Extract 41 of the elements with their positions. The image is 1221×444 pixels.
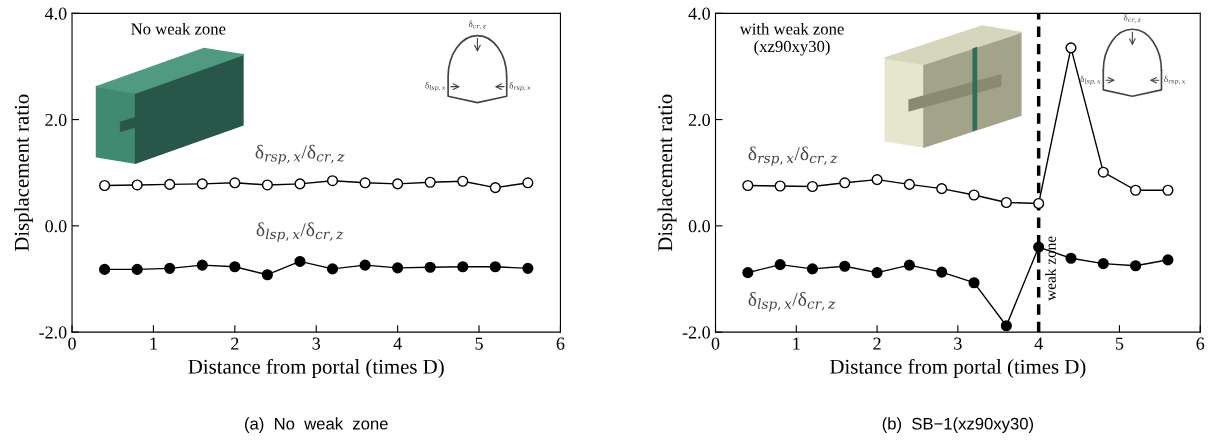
x-tick-label: 3	[954, 337, 962, 350]
y-tick-label: -2.0	[682, 326, 710, 339]
series-label: δ$_{lsp,x}$/δ$_{cr,z}$	[748, 292, 836, 312]
x-tick-label: 6	[1196, 337, 1205, 350]
y-tick-label: 2.0	[45, 113, 67, 127]
y-axis-title: Displacement ratio	[14, 94, 34, 252]
x-tick-label: 4	[393, 337, 402, 350]
y-tick-label: -2.0	[39, 326, 67, 339]
x-tick-label: 1	[150, 337, 157, 350]
y-tick-label: 2.0	[688, 113, 710, 127]
x-tick-label: 6	[556, 337, 565, 350]
text: (a) No weak zone	[245, 417, 388, 433]
ref-line-label: weak zone	[1045, 236, 1056, 301]
series-label: δ$_{rsp,x}$/δ$_{cr,z}$	[748, 146, 838, 166]
x-tick-label: 0	[68, 337, 76, 350]
annotation: δ$_{lsp,x}$	[425, 82, 446, 92]
x-axis-title: Distance from portal (times D)	[830, 358, 1086, 379]
annotation: δ$_{rsp,x}$	[1164, 75, 1186, 85]
x-tick-label: 4	[1034, 337, 1043, 350]
x-tick-label: 2	[873, 337, 881, 350]
x-tick-label: 5	[1115, 337, 1124, 350]
annotation: δ$_{cr,z}$	[468, 20, 487, 30]
annotation: δ$_{rsp,x}$	[509, 82, 531, 92]
annotation: δ$_{lsp,x}$	[1080, 75, 1101, 85]
x-axis-title: Distance from portal (times D)	[188, 358, 444, 379]
series-label: δ$_{lsp,x}$/δ$_{cr,z}$	[256, 222, 344, 242]
y-tick-label: 0.0	[45, 220, 67, 233]
text: with weak zone (xz90xy30)	[739, 22, 844, 56]
x-tick-label: 5	[475, 337, 483, 350]
chart-title: No weak zone	[131, 22, 226, 35]
x-tick-label: 1	[793, 337, 800, 350]
annotation: δ$_{cr,z}$	[1123, 14, 1141, 23]
y-tick-label: 4.0	[44, 7, 67, 20]
text: (b) SB−1(xz90xy30)	[882, 417, 1034, 433]
x-tick-label: 3	[312, 337, 321, 350]
y-axis-title: Displacement ratio	[657, 94, 677, 252]
y-tick-label: 0.0	[688, 220, 710, 233]
x-tick-label: 2	[231, 337, 239, 350]
series-label: δ$_{rsp,x}$/δ$_{cr,z}$	[255, 144, 345, 165]
x-tick-label: 0	[711, 337, 720, 350]
y-tick-label: 4.0	[688, 7, 710, 20]
